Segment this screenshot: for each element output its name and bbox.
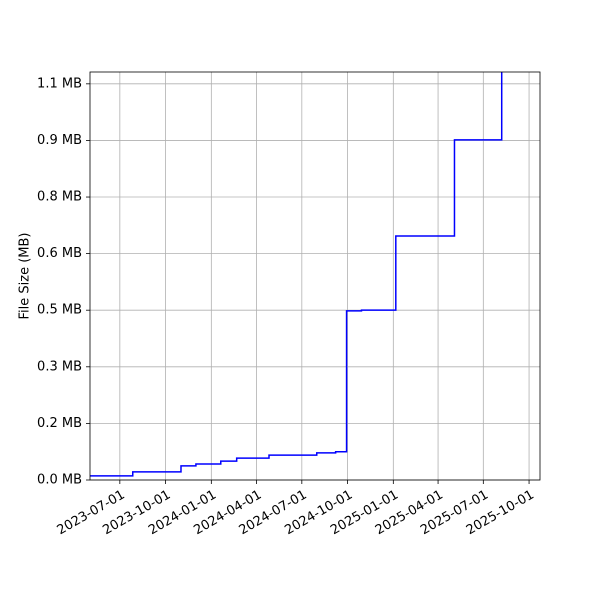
y-tick-label: 1.1 MB [37, 76, 82, 91]
y-tick-label: 0.0 MB [37, 473, 82, 488]
y-tick-label: 0.2 MB [37, 416, 82, 431]
step-line [90, 72, 503, 477]
grid [90, 72, 540, 481]
y-axis-label: File Size (MB) [18, 233, 33, 320]
axes-frame [89, 71, 541, 481]
plot-area [90, 72, 503, 477]
y-tick-label: 0.3 MB [37, 359, 82, 374]
y-tick-label: 0.5 MB [37, 303, 82, 318]
y-tick-label: 0.6 MB [37, 246, 82, 261]
y-tick-label: 0.9 MB [37, 133, 82, 148]
y-tick-label: 0.8 MB [37, 190, 82, 205]
